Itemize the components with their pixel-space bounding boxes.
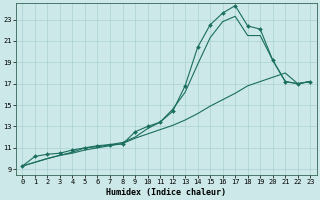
X-axis label: Humidex (Indice chaleur): Humidex (Indice chaleur) bbox=[106, 188, 226, 197]
